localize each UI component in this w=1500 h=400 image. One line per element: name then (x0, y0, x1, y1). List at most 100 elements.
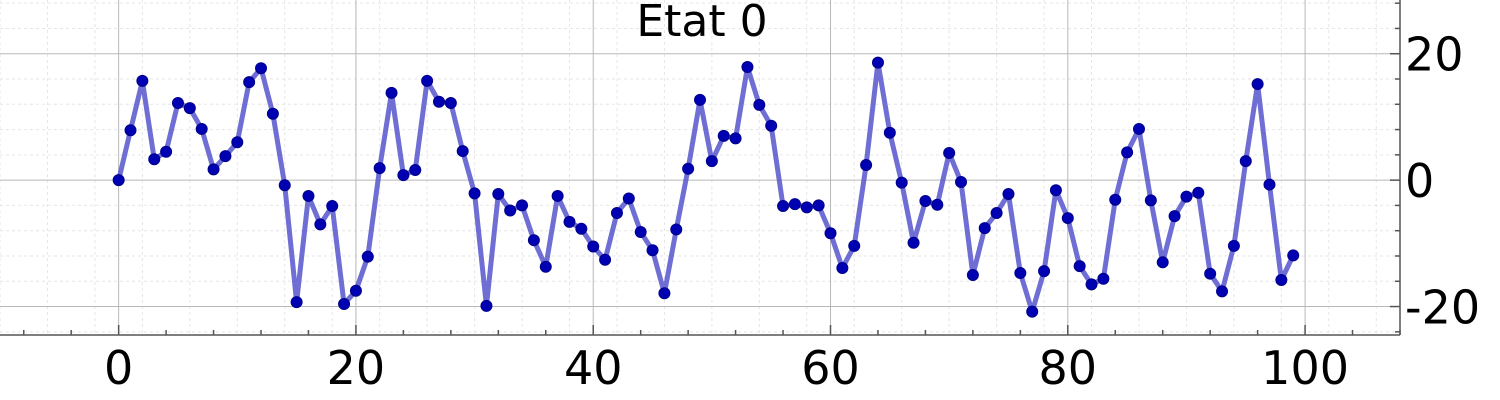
x-tick-label: 100 (1261, 341, 1349, 395)
data-point (812, 199, 825, 212)
data-point (1216, 285, 1229, 298)
data-point (966, 268, 979, 281)
data-point (836, 262, 849, 274)
data-point (1061, 212, 1074, 225)
data-point (183, 102, 196, 115)
data-point (622, 192, 635, 205)
data-point (646, 244, 659, 257)
data-point (421, 74, 434, 87)
data-point (1239, 155, 1252, 168)
data-point (504, 204, 517, 217)
data-point (824, 227, 837, 240)
data-point (314, 218, 327, 231)
data-point (1038, 265, 1051, 278)
data-point (444, 97, 457, 110)
data-point (955, 176, 968, 189)
data-point (800, 201, 813, 214)
data-point (373, 162, 386, 175)
data-point (848, 239, 861, 252)
data-point (456, 145, 469, 158)
data-point (231, 136, 244, 149)
data-point (871, 56, 884, 69)
data-point (599, 253, 612, 266)
data-point (1156, 256, 1169, 269)
data-point (634, 225, 647, 238)
data-point (1085, 278, 1098, 291)
data-point (1073, 260, 1086, 273)
data-point (338, 298, 351, 311)
grid (0, 0, 1400, 335)
tick-labels: 0 20 40 60 80 100 -20 0 20 (104, 28, 1480, 395)
data-point (171, 97, 184, 110)
data-point (658, 287, 671, 300)
data-point (907, 236, 920, 249)
data-point (990, 207, 1003, 220)
data-point (409, 164, 422, 177)
data-point (1097, 272, 1110, 285)
axes (0, 0, 1401, 336)
data-point (468, 187, 481, 200)
data-point (1144, 194, 1157, 207)
x-tick-label: 60 (801, 341, 860, 395)
data-point (1192, 186, 1205, 199)
data-point (1275, 274, 1288, 287)
data-point (753, 98, 766, 111)
data-point (895, 176, 908, 189)
data-point (551, 189, 564, 202)
data-point (978, 222, 991, 235)
x-tick-label: 20 (327, 341, 386, 395)
data-point (741, 61, 754, 73)
data-point (397, 169, 410, 182)
data-point (255, 62, 268, 75)
data-point (243, 76, 256, 89)
data-point (717, 129, 730, 142)
data-point (1168, 210, 1181, 223)
data-point (1049, 184, 1062, 197)
x-tick-label: 40 (564, 341, 623, 395)
y-tick-label: -20 (1405, 281, 1480, 335)
data-point (1263, 178, 1276, 191)
data-point (1014, 267, 1027, 280)
data-point (112, 174, 125, 187)
data-point (349, 284, 362, 297)
data-point (1002, 188, 1015, 201)
data-point (1026, 305, 1039, 318)
data-point (705, 155, 718, 168)
data-point (516, 199, 529, 212)
data-point (480, 299, 493, 312)
data-point (943, 146, 956, 159)
data-point (527, 234, 540, 247)
data-point (148, 153, 161, 166)
data-point (195, 122, 208, 135)
data-point (1204, 267, 1217, 280)
data-point (278, 179, 291, 192)
data-point (1180, 190, 1193, 203)
data-point (883, 126, 896, 139)
data-point (919, 195, 932, 207)
data-point (219, 150, 232, 163)
data-point (361, 250, 374, 263)
data-point (492, 188, 505, 201)
data-point (266, 107, 279, 120)
data-point (385, 86, 398, 99)
data-point (302, 189, 315, 202)
data-point (682, 162, 695, 175)
series (112, 56, 1300, 318)
data-point (575, 222, 588, 235)
data-point (290, 296, 303, 309)
data-point (136, 74, 149, 87)
data-point (124, 124, 137, 137)
data-point (788, 198, 801, 211)
data-point (539, 260, 552, 273)
data-point (1287, 249, 1300, 262)
x-tick-label: 80 (1039, 341, 1098, 395)
y-tick-label: 0 (1405, 154, 1434, 208)
data-point (729, 132, 742, 145)
data-point (326, 200, 339, 213)
x-tick-label: 0 (104, 341, 133, 395)
data-point (1251, 78, 1264, 91)
data-point (777, 200, 790, 213)
data-point (860, 158, 873, 171)
data-point (563, 215, 576, 228)
